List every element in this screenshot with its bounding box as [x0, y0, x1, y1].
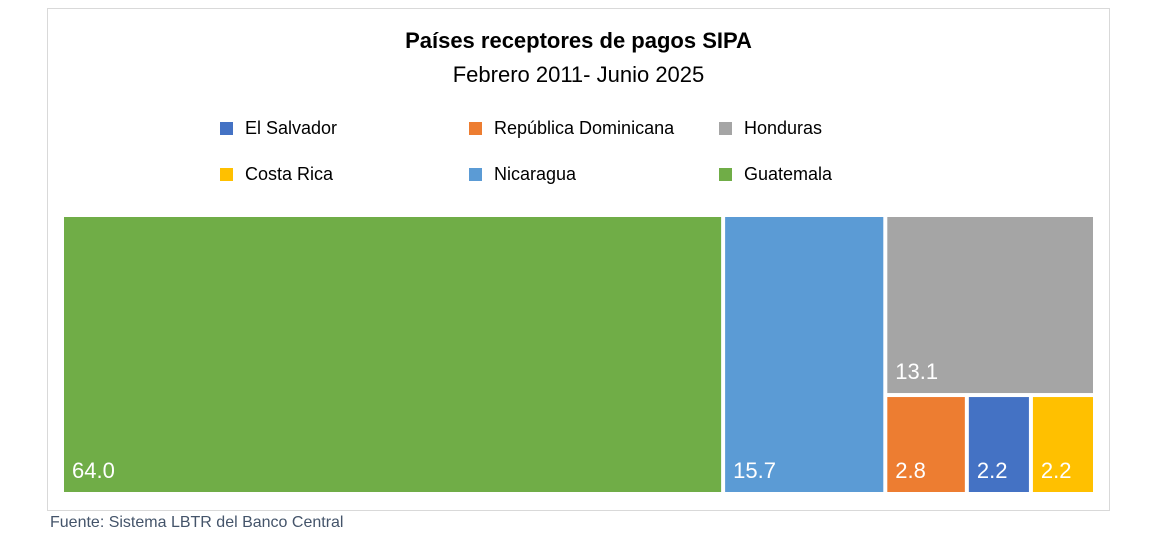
- legend-swatch-nicaragua: [469, 168, 482, 181]
- legend-label-costa-rica: Costa Rica: [245, 164, 334, 184]
- chart-subtitle: Febrero 2011- Junio 2025: [452, 62, 705, 87]
- legend-label-guatemala: Guatemala: [744, 164, 833, 184]
- legend-swatch-guatemala: [719, 168, 732, 181]
- legend-item-guatemala: Guatemala: [719, 164, 832, 185]
- legend-item-honduras: Honduras: [719, 118, 822, 139]
- tile-label-costa-rica: 2.2: [1041, 458, 1072, 483]
- legend-item-republica-dominicana: República Dominicana: [469, 118, 674, 139]
- legend-item-costa-rica: Costa Rica: [220, 164, 333, 185]
- legend-label-el-salvador: El Salvador: [245, 118, 338, 138]
- tile-label-honduras: 13.1: [895, 359, 938, 384]
- legend-swatch-republica-dominicana: [469, 122, 482, 135]
- tile-label-el-salvador: 2.2: [977, 458, 1008, 483]
- tile-label-republica-dominicana: 2.8: [895, 458, 926, 483]
- tile-costa-rica: [1032, 397, 1093, 492]
- tile-honduras: [887, 217, 1093, 394]
- tile-label-nicaragua: 15.7: [733, 458, 776, 483]
- legend-label-nicaragua: Nicaragua: [494, 164, 577, 184]
- legend-item-el-salvador: El Salvador: [220, 118, 337, 139]
- source-note: Fuente: Sistema LBTR del Banco Central: [50, 514, 344, 531]
- legend-label-honduras: Honduras: [744, 118, 823, 138]
- tile-label-guatemala: 64.0: [72, 458, 115, 483]
- tile-el-salvador: [968, 397, 1029, 492]
- tile-guatemala: [64, 217, 722, 492]
- legend-swatch-costa-rica: [220, 168, 233, 181]
- tile-nicaragua: [725, 217, 884, 492]
- chart-title: Países receptores de pagos SIPA: [405, 28, 752, 53]
- legend-swatch-el-salvador: [220, 122, 233, 135]
- legend-item-nicaragua: Nicaragua: [469, 164, 576, 185]
- legend-label-republica-dominicana: República Dominicana: [494, 118, 675, 138]
- tile-republica-dominicana: [887, 397, 965, 492]
- legend-swatch-honduras: [719, 122, 732, 135]
